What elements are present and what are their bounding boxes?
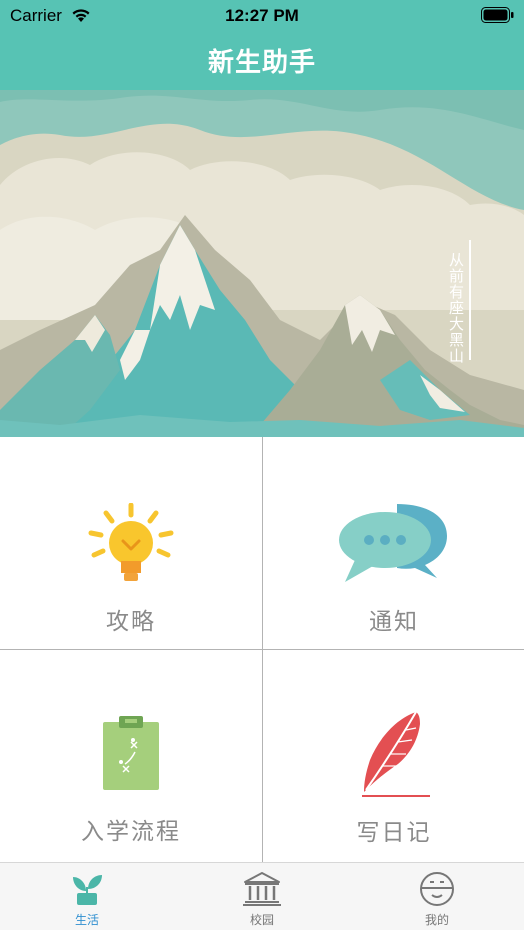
status-bar: Carrier 12:27 PM bbox=[0, 0, 524, 32]
tab-mine-label: 我的 bbox=[424, 913, 449, 927]
quill-pen-icon bbox=[263, 710, 524, 800]
write-diary-label: 写日记 bbox=[356, 820, 432, 846]
tab-campus[interactable]: 校园 bbox=[175, 863, 349, 930]
write-diary-tile[interactable]: 写日记 bbox=[263, 650, 524, 862]
notice-tile[interactable]: 通知 bbox=[263, 437, 524, 649]
caption-divider bbox=[469, 240, 471, 360]
campus-building-icon bbox=[175, 871, 349, 907]
chat-bubbles-icon bbox=[263, 502, 524, 584]
tab-life[interactable]: 生活 bbox=[0, 863, 174, 930]
mountain-illustration bbox=[0, 90, 524, 437]
guide-tile[interactable]: 攻略 bbox=[0, 437, 262, 649]
wifi-icon bbox=[70, 7, 92, 27]
enrollment-process-tile[interactable]: 入学流程 bbox=[0, 650, 262, 862]
guide-label: 攻略 bbox=[106, 609, 156, 635]
tab-life-label: 生活 bbox=[74, 913, 99, 927]
clipboard-icon bbox=[0, 716, 262, 792]
grid-divider-horizontal bbox=[0, 649, 524, 650]
banner-caption: 从前有座大黑山 bbox=[447, 252, 465, 364]
battery-icon bbox=[481, 7, 514, 23]
tab-campus-label: 校园 bbox=[249, 913, 274, 927]
header-bar: Carrier 12:27 PM 新生助手 bbox=[0, 0, 524, 90]
page-title: 新生助手 bbox=[207, 48, 316, 78]
sprout-icon bbox=[0, 871, 174, 907]
enrollment-process-label: 入学流程 bbox=[81, 819, 181, 845]
feature-grid: 攻略 通知 bbox=[0, 437, 524, 862]
notice-label: 通知 bbox=[369, 609, 419, 635]
status-time: 12:27 PM bbox=[225, 6, 299, 25]
profile-face-icon bbox=[350, 871, 524, 907]
tab-mine[interactable]: 我的 bbox=[350, 863, 524, 930]
lightbulb-icon bbox=[0, 503, 262, 585]
carrier-label: Carrier bbox=[10, 6, 62, 25]
tab-bar: 生活 校园 bbox=[0, 862, 524, 930]
banner-image: 从前有座大黑山 bbox=[0, 90, 524, 437]
